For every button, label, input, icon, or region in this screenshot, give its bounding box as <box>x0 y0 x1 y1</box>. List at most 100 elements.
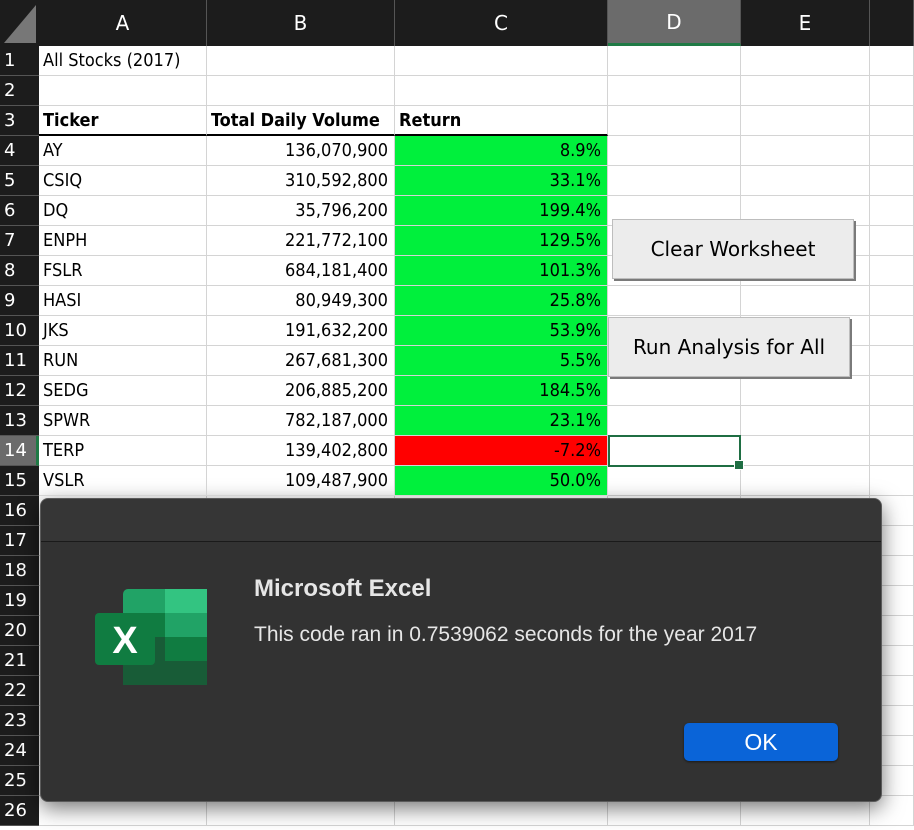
row-header-8[interactable]: 8 <box>0 256 39 286</box>
grid-cell[interactable] <box>870 256 914 286</box>
return-cell[interactable]: 50.0% <box>395 466 608 496</box>
row-header-1[interactable]: 1 <box>0 46 39 76</box>
row-header-14[interactable]: 14 <box>0 436 39 466</box>
return-cell[interactable]: 23.1% <box>395 406 608 436</box>
row-header-22[interactable]: 22 <box>0 676 39 706</box>
select-all-corner[interactable] <box>0 0 39 46</box>
grid-cell[interactable] <box>741 106 870 136</box>
row-header-24[interactable]: 24 <box>0 736 39 766</box>
grid-cell[interactable] <box>741 256 870 286</box>
row-header-21[interactable]: 21 <box>0 646 39 676</box>
volume-cell[interactable]: 206,885,200 <box>207 376 395 406</box>
row-header-6[interactable]: 6 <box>0 196 39 226</box>
ticker-cell[interactable]: JKS <box>39 316 207 346</box>
volume-cell[interactable]: 267,681,300 <box>207 346 395 376</box>
header-ticker[interactable]: Ticker <box>39 106 207 136</box>
grid-cell[interactable] <box>741 136 870 166</box>
row-header-13[interactable]: 13 <box>0 406 39 436</box>
return-cell[interactable]: 53.9% <box>395 316 608 346</box>
grid-cell[interactable] <box>608 466 741 496</box>
ticker-cell[interactable]: ENPH <box>39 226 207 256</box>
ticker-cell[interactable]: SEDG <box>39 376 207 406</box>
return-cell[interactable]: 5.5% <box>395 346 608 376</box>
row-header-10[interactable]: 10 <box>0 316 39 346</box>
row-header-18[interactable]: 18 <box>0 556 39 586</box>
column-header-a[interactable]: A <box>39 0 207 46</box>
row-header-2[interactable]: 2 <box>0 76 39 106</box>
grid-cell[interactable] <box>741 376 870 406</box>
header-volume[interactable]: Total Daily Volume <box>207 106 395 136</box>
volume-cell[interactable]: 136,070,900 <box>207 136 395 166</box>
volume-cell[interactable]: 109,487,900 <box>207 466 395 496</box>
grid-cell[interactable] <box>870 286 914 316</box>
grid-cell[interactable] <box>870 136 914 166</box>
return-cell[interactable]: 101.3% <box>395 256 608 286</box>
grid-cell[interactable] <box>39 76 207 106</box>
grid-cell[interactable] <box>870 436 914 466</box>
return-cell[interactable]: 8.9% <box>395 136 608 166</box>
grid-cell[interactable] <box>741 46 870 76</box>
grid-cell[interactable] <box>870 406 914 436</box>
row-header-12[interactable]: 12 <box>0 376 39 406</box>
clear-worksheet-button[interactable]: Clear Worksheet <box>612 219 854 279</box>
grid-cell[interactable] <box>608 76 741 106</box>
ticker-cell[interactable]: FSLR <box>39 256 207 286</box>
grid-cell[interactable] <box>39 796 207 826</box>
column-header-c[interactable]: C <box>395 0 608 46</box>
grid-cell[interactable] <box>207 76 395 106</box>
row-header-23[interactable]: 23 <box>0 706 39 736</box>
ticker-cell[interactable]: SPWR <box>39 406 207 436</box>
row-header-26[interactable]: 26 <box>0 796 39 826</box>
ticker-cell[interactable]: CSIQ <box>39 166 207 196</box>
grid-cell[interactable] <box>741 436 870 466</box>
grid-cell[interactable] <box>741 406 870 436</box>
column-header-extra[interactable] <box>870 0 914 46</box>
volume-cell[interactable]: 191,632,200 <box>207 316 395 346</box>
volume-cell[interactable]: 80,949,300 <box>207 286 395 316</box>
row-header-4[interactable]: 4 <box>0 136 39 166</box>
row-header-19[interactable]: 19 <box>0 586 39 616</box>
volume-cell[interactable]: 139,402,800 <box>207 436 395 466</box>
grid-cell[interactable] <box>395 796 608 826</box>
ticker-cell[interactable]: VSLR <box>39 466 207 496</box>
row-header-3[interactable]: 3 <box>0 106 39 136</box>
run-analysis-button[interactable]: Run Analysis for All <box>608 317 850 377</box>
row-header-7[interactable]: 7 <box>0 226 39 256</box>
ticker-cell[interactable]: RUN <box>39 346 207 376</box>
grid-cell[interactable] <box>741 796 870 826</box>
grid-cell[interactable] <box>207 46 395 76</box>
grid-cell[interactable] <box>870 196 914 226</box>
ok-button[interactable]: OK <box>684 723 838 761</box>
row-header-11[interactable]: 11 <box>0 346 39 376</box>
grid-cell[interactable] <box>608 136 741 166</box>
ticker-cell[interactable]: TERP <box>39 436 207 466</box>
volume-cell[interactable]: 310,592,800 <box>207 166 395 196</box>
grid-cell[interactable] <box>870 76 914 106</box>
grid-cell[interactable] <box>870 106 914 136</box>
grid-cell[interactable] <box>608 376 741 406</box>
grid-cell[interactable] <box>870 226 914 256</box>
column-header-b[interactable]: B <box>207 0 395 46</box>
dialog-titlebar[interactable] <box>41 499 881 542</box>
header-return[interactable]: Return <box>395 106 608 136</box>
grid-cell[interactable] <box>608 286 741 316</box>
grid-cell[interactable] <box>608 46 741 76</box>
column-header-e[interactable]: E <box>741 0 870 46</box>
grid-cell[interactable] <box>870 46 914 76</box>
grid-cell[interactable] <box>608 166 741 196</box>
row-header-25[interactable]: 25 <box>0 766 39 796</box>
ticker-cell[interactable]: AY <box>39 136 207 166</box>
row-header-16[interactable]: 16 <box>0 496 39 526</box>
grid-cell[interactable] <box>395 46 608 76</box>
column-header-d[interactable]: D <box>608 0 741 46</box>
return-cell[interactable]: 25.8% <box>395 286 608 316</box>
row-header-20[interactable]: 20 <box>0 616 39 646</box>
ticker-cell[interactable]: HASI <box>39 286 207 316</box>
grid-cell[interactable] <box>395 76 608 106</box>
grid-cell[interactable] <box>741 466 870 496</box>
return-cell[interactable]: 33.1% <box>395 166 608 196</box>
grid-cell[interactable] <box>870 466 914 496</box>
row-header-9[interactable]: 9 <box>0 286 39 316</box>
volume-cell[interactable]: 684,181,400 <box>207 256 395 286</box>
title-cell[interactable]: All Stocks (2017) <box>39 46 207 76</box>
